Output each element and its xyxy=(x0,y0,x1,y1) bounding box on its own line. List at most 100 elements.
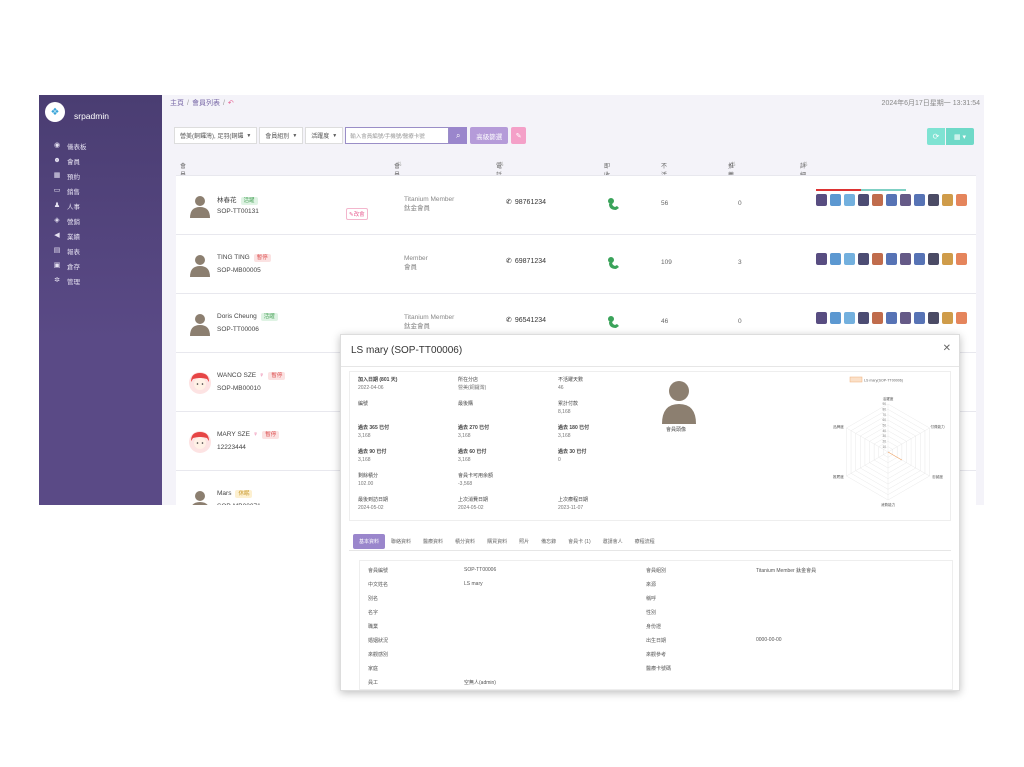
detail-record-icon[interactable] xyxy=(830,194,841,206)
clear-filter-button[interactable]: ✎ xyxy=(511,127,527,144)
member-name[interactable]: TING TING 暫停 xyxy=(217,253,271,262)
brand[interactable]: ❖ srpadmin xyxy=(45,102,109,122)
avatar[interactable] xyxy=(188,489,212,505)
tab-7[interactable]: 會員卡 (1) xyxy=(568,539,591,545)
activity-filter-dropdown[interactable]: 活躍度 ▼ xyxy=(305,127,344,144)
detail-record-icon[interactable] xyxy=(886,253,897,265)
avatar[interactable] xyxy=(188,253,212,277)
detail-record-icon[interactable] xyxy=(858,312,869,324)
detail-record-icon[interactable] xyxy=(844,312,855,324)
sidebar-item-members[interactable]: ☻ 會員 xyxy=(53,153,87,168)
avatar[interactable] xyxy=(188,312,212,336)
detail-record-icon[interactable] xyxy=(858,253,869,265)
detail-record-icon[interactable] xyxy=(816,194,827,206)
detail-record-icon[interactable] xyxy=(816,253,827,265)
avatar[interactable] xyxy=(188,371,212,395)
detail-record-icon[interactable] xyxy=(872,194,883,206)
member-name[interactable]: Mars 休眠 xyxy=(217,489,253,498)
detail-record-icon[interactable] xyxy=(886,194,897,206)
tab-9[interactable]: 療程流程 xyxy=(634,539,655,545)
detail-record-icon[interactable] xyxy=(928,253,939,265)
detail-record-icon[interactable] xyxy=(872,312,883,324)
payment-status-icon[interactable] xyxy=(606,196,622,212)
sidebar-item-inventory[interactable]: ▣ 倉存 xyxy=(53,258,87,273)
member-name[interactable]: MARY SZE ♀ 暫停 xyxy=(217,430,280,439)
tab-8[interactable]: 邀請會人 xyxy=(602,539,623,545)
group-filter-dropdown[interactable]: 會員組別 ▼ xyxy=(259,127,304,144)
close-icon[interactable]: ✕ xyxy=(942,343,951,354)
search-input[interactable]: 輸入會員編號/手機號/醫療卡號 xyxy=(345,127,450,144)
sidebar-item-performance[interactable]: ◀ 業績 xyxy=(53,228,87,243)
back-arrow-icon[interactable]: ↶ xyxy=(227,100,234,107)
detail-record-icon[interactable] xyxy=(914,253,925,265)
tab-6[interactable]: 備忘錄 xyxy=(541,539,557,545)
advanced-filter-button[interactable]: 高級篩選 xyxy=(470,127,509,144)
radar-tick-label: 20 xyxy=(882,440,886,444)
member-avatar[interactable] xyxy=(660,378,698,426)
table-row[interactable]: 林春花 活躍 SOP-TT00131 ✎改會 Titanium Member 鈦金會員 ✆ 9… xyxy=(176,175,976,234)
refresh-button[interactable]: ⟳ xyxy=(927,128,945,145)
chart-icon: ▤ xyxy=(53,246,61,254)
table-row[interactable]: TING TING 暫停 SOP-MB00005 Member 會員 ✆ 69871234 1… xyxy=(176,234,976,293)
group-filter-label: 會員組別 xyxy=(265,134,290,140)
table-header: 會員 ⇅ 會員組別 ⇅ 電話 即收情況 不活躍天數 ⇅ 推薦入數量 ⇅ 詳細資料 xyxy=(176,157,976,206)
detail-record-icon[interactable] xyxy=(914,194,925,206)
tab-0[interactable]: 基本資料 xyxy=(353,534,386,549)
sidebar-item-hr[interactable]: ♟ 人事 xyxy=(53,198,87,213)
detail-record-icon[interactable] xyxy=(844,194,855,206)
tab-2[interactable]: 醫療資料 xyxy=(423,539,444,545)
tab-1[interactable]: 聯絡資料 xyxy=(391,539,412,545)
member-phone[interactable]: ✆ 98761234 xyxy=(506,198,546,206)
detail-record-icon[interactable] xyxy=(858,194,869,206)
member-name[interactable]: Doris Cheung 活躍 xyxy=(217,312,278,321)
phone-icon: ✆ xyxy=(506,258,512,265)
radar-spoke xyxy=(887,427,930,453)
member-name[interactable]: WANCO SZE ♀ 暫停 xyxy=(217,371,286,380)
breadcrumb-member-list[interactable]: 會員列表 xyxy=(191,100,220,107)
detail-record-icon[interactable] xyxy=(872,253,883,265)
detail-record-icon[interactable] xyxy=(900,312,911,324)
detail-record-icon[interactable] xyxy=(886,312,897,324)
branch-field: 所在分店 營美(銅鑼灣) xyxy=(458,377,487,391)
detail-record-icon[interactable] xyxy=(830,312,841,324)
detail-record-icon[interactable] xyxy=(900,194,911,206)
member-name[interactable]: 林春花 活躍 xyxy=(217,194,258,205)
detail-record-icon[interactable] xyxy=(956,253,967,265)
branch-filter-dropdown[interactable]: 營美(銅鑼灣), 足羽(銅鑼 ▼ xyxy=(174,127,258,144)
sidebar-item-marketing[interactable]: ◈ 營銷 xyxy=(53,213,87,228)
detail-record-icon[interactable] xyxy=(956,194,967,206)
edit-group-button[interactable]: ✎改會 xyxy=(346,208,368,220)
avatar[interactable] xyxy=(188,194,212,218)
radar-spoke xyxy=(846,451,889,477)
avatar[interactable] xyxy=(188,430,212,454)
tab-5[interactable]: 照片 xyxy=(519,539,530,545)
sidebar-item-sales[interactable]: ▭ 銷售 xyxy=(53,183,87,198)
breadcrumb-home[interactable]: 主頁 xyxy=(170,100,184,107)
detail-row: 員工 空無人(admin) xyxy=(360,675,952,689)
member-group-en: Titanium Member xyxy=(404,196,455,203)
member-phone[interactable]: ✆ 96541234 xyxy=(506,316,546,324)
detail-record-icon[interactable] xyxy=(942,194,953,206)
payment-status-icon[interactable] xyxy=(606,255,622,271)
columns-button[interactable]: ▦ ▾ xyxy=(946,128,974,145)
sidebar-item-dashboard[interactable]: ◉ 儀表板 xyxy=(53,138,87,153)
member-phone[interactable]: ✆ 69871234 xyxy=(506,257,546,265)
detail-record-icon[interactable] xyxy=(914,312,925,324)
detail-record-icon[interactable] xyxy=(830,253,841,265)
detail-record-icon[interactable] xyxy=(942,312,953,324)
detail-record-icon[interactable] xyxy=(928,312,939,324)
sidebar-item-booking[interactable]: ▦ 預約 xyxy=(53,168,87,183)
tab-4[interactable]: 購買資料 xyxy=(487,539,508,545)
detail-record-icon[interactable] xyxy=(816,312,827,324)
sidebar-item-admin[interactable]: ✲ 管理 xyxy=(53,273,87,288)
detail-record-icon[interactable] xyxy=(844,253,855,265)
search-button[interactable]: ⌕ xyxy=(449,127,468,144)
detail-label: 性別 xyxy=(646,610,657,616)
tab-3[interactable]: 積分資料 xyxy=(455,539,476,545)
payment-status-icon[interactable] xyxy=(606,314,622,330)
detail-record-icon[interactable] xyxy=(928,194,939,206)
detail-record-icon[interactable] xyxy=(942,253,953,265)
detail-record-icon[interactable] xyxy=(956,312,967,324)
detail-record-icon[interactable] xyxy=(900,253,911,265)
sidebar-item-reports[interactable]: ▤ 報表 xyxy=(53,243,87,258)
